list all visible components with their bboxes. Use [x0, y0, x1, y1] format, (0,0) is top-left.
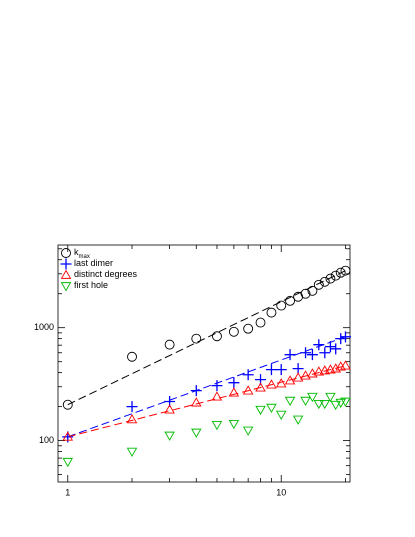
point — [228, 419, 240, 430]
point — [313, 339, 325, 351]
point — [275, 364, 287, 376]
point — [319, 399, 331, 410]
legend-label: kmax — [74, 247, 90, 259]
point — [307, 368, 318, 378]
point — [330, 270, 341, 281]
point — [191, 333, 202, 344]
point — [335, 398, 346, 409]
point — [164, 404, 175, 414]
point — [300, 288, 311, 299]
point — [62, 457, 74, 468]
point — [242, 369, 254, 381]
legend-text: distinct degrees — [74, 269, 138, 279]
point — [292, 372, 304, 382]
legend-label: last dimer — [74, 258, 113, 268]
legend-marker — [60, 269, 72, 279]
point — [242, 385, 254, 395]
point — [211, 420, 223, 431]
point — [319, 347, 331, 359]
point — [313, 366, 325, 376]
point — [300, 396, 311, 407]
point — [293, 291, 304, 302]
point — [284, 375, 296, 385]
point — [292, 415, 304, 425]
point — [313, 399, 325, 410]
point — [164, 339, 175, 350]
point — [319, 276, 330, 287]
point — [325, 273, 336, 284]
point — [211, 391, 223, 401]
point — [307, 285, 318, 296]
point — [319, 365, 331, 375]
point — [255, 405, 266, 416]
legend-label: first hole — [74, 280, 108, 290]
point — [275, 410, 287, 420]
point — [284, 396, 296, 407]
point — [212, 331, 222, 342]
point — [265, 364, 277, 376]
fit-line — [67, 270, 346, 406]
point — [284, 349, 296, 361]
point — [307, 392, 318, 403]
point — [191, 397, 202, 407]
point — [228, 387, 240, 397]
point — [255, 317, 266, 328]
legend-subscript: max — [79, 254, 90, 260]
point — [228, 326, 239, 337]
point — [266, 307, 277, 318]
point — [324, 341, 336, 353]
y-tick-label: 1000 — [34, 322, 54, 332]
point — [126, 401, 138, 413]
fit-line — [67, 336, 346, 438]
point — [306, 349, 318, 361]
legend-text: last dimer — [74, 258, 113, 268]
point — [330, 343, 342, 355]
legend-text: first hole — [74, 280, 108, 290]
point — [62, 399, 73, 410]
point — [228, 377, 240, 389]
point — [300, 347, 312, 359]
point — [330, 363, 341, 373]
point — [340, 397, 351, 407]
point — [242, 426, 254, 436]
legend-marker — [60, 282, 72, 292]
point — [285, 295, 296, 306]
point — [325, 392, 336, 403]
point — [275, 378, 287, 388]
point — [340, 360, 351, 370]
point — [340, 265, 351, 276]
point — [255, 382, 266, 392]
legend-label: distinct degrees — [74, 269, 138, 279]
point — [313, 279, 324, 290]
point — [266, 403, 277, 414]
legend-marker — [60, 258, 72, 270]
point — [126, 447, 138, 457]
point — [126, 414, 138, 424]
point — [243, 323, 254, 334]
point — [335, 267, 346, 278]
point — [190, 385, 202, 397]
point — [127, 351, 137, 362]
point — [164, 431, 175, 441]
point — [276, 300, 287, 311]
y-tick-label: 100 — [39, 435, 54, 445]
point — [62, 431, 74, 441]
legend-marker — [61, 248, 71, 258]
point — [300, 370, 311, 380]
point — [191, 428, 202, 438]
point — [335, 333, 347, 345]
plot-frame — [57, 244, 351, 483]
point — [266, 379, 277, 389]
x-tick-label: 10 — [276, 487, 286, 497]
point — [211, 380, 223, 392]
point — [339, 331, 351, 343]
legend-text: k — [74, 247, 79, 257]
x-tick-label: 1 — [65, 487, 70, 497]
point — [330, 400, 341, 411]
